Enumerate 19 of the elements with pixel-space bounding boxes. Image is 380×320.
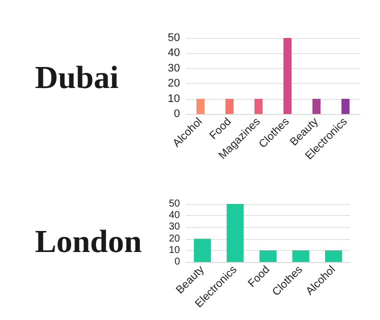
text: London <box>35 223 142 259</box>
y-tick-label: 10 <box>168 244 180 256</box>
y-tick-label: 30 <box>168 222 180 233</box>
bar <box>325 250 342 262</box>
y-tick-label: 20 <box>168 233 180 244</box>
y-tick-label: 0 <box>174 256 180 268</box>
y-tick-label: 50 <box>168 198 180 210</box>
y-tick-label: 50 <box>168 32 180 44</box>
y-tick-label: 20 <box>168 78 180 90</box>
y-tick-label: 0 <box>174 108 180 120</box>
y-tick-label: 10 <box>168 92 180 105</box>
y-tick-label: 30 <box>168 62 180 74</box>
y-tick-label: 40 <box>168 47 180 60</box>
y-tick-label: 40 <box>168 210 180 222</box>
text: Dubai <box>35 59 119 95</box>
bar <box>259 250 277 262</box>
bar <box>194 238 211 262</box>
bar <box>292 250 310 262</box>
bar <box>226 204 244 262</box>
